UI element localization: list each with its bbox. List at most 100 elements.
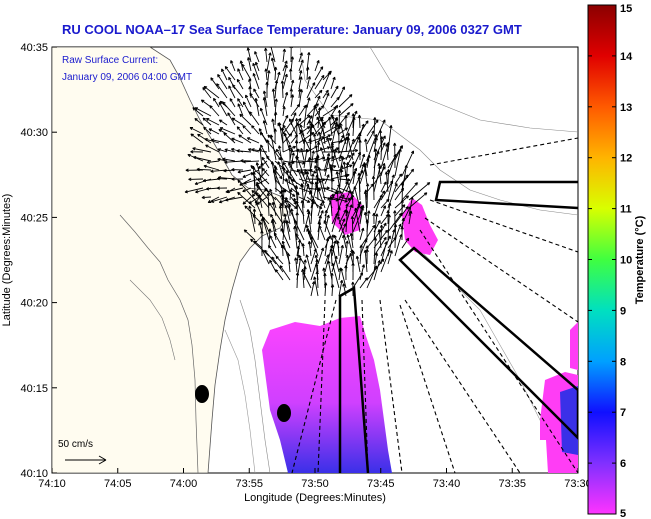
current-vector <box>314 59 320 72</box>
current-vector <box>290 94 295 108</box>
current-vector <box>324 214 330 233</box>
current-vector <box>208 128 220 135</box>
radar-range-lines <box>291 137 578 473</box>
current-vector <box>377 162 382 185</box>
current-vector <box>331 244 340 273</box>
current-vector <box>373 229 389 249</box>
current-vector <box>318 179 326 201</box>
current-vector <box>330 96 340 108</box>
current-vector <box>264 249 277 265</box>
current-vector <box>363 190 368 217</box>
current-vector <box>317 202 323 217</box>
current-vector <box>299 124 305 137</box>
current-vector <box>296 122 305 145</box>
current-vector <box>306 103 319 117</box>
current-vector <box>227 112 236 126</box>
current-vector <box>335 171 340 185</box>
current-vector <box>266 155 277 169</box>
current-vector <box>364 138 368 153</box>
current-vector <box>350 194 355 209</box>
current-vector <box>188 177 204 182</box>
x-tick-label: 74:05 <box>104 478 132 490</box>
current-vector <box>216 83 228 99</box>
current-vector <box>203 85 220 99</box>
current-vector <box>330 167 334 193</box>
current-vector <box>363 211 368 225</box>
current-vector <box>338 244 344 265</box>
current-vector <box>285 178 291 193</box>
current-vector <box>217 148 228 153</box>
current-vector <box>337 216 347 241</box>
current-vector <box>260 162 264 176</box>
current-vector <box>217 74 228 90</box>
current-vector <box>324 174 330 185</box>
current-vector <box>349 253 354 265</box>
current-vector <box>203 126 212 135</box>
current-vector <box>352 116 356 137</box>
current-vector <box>266 52 272 72</box>
current-vector <box>307 157 312 177</box>
current-vector <box>373 259 381 281</box>
colorbar-tick-label: 14 <box>620 51 633 63</box>
current-vector <box>269 235 277 249</box>
current-vector <box>282 73 288 90</box>
current-vector <box>194 107 212 117</box>
current-vector <box>190 133 204 144</box>
x-tick-label: 73:30 <box>564 478 592 490</box>
current-vector <box>251 165 256 193</box>
current-vector <box>303 183 310 201</box>
current-vector <box>322 165 337 171</box>
current-vector <box>272 169 284 193</box>
current-vector <box>300 200 305 225</box>
current-vector <box>290 103 301 117</box>
current-vector <box>342 283 347 297</box>
colorbar-tick-label: 9 <box>620 305 626 317</box>
current-vector <box>246 137 260 144</box>
current-vector <box>380 248 391 273</box>
current-vector <box>330 104 339 117</box>
current-vector <box>373 165 382 193</box>
current-vector <box>275 269 284 281</box>
current-vector <box>359 244 363 265</box>
current-vector <box>237 68 244 81</box>
current-vector <box>268 202 284 225</box>
current-vector <box>319 147 326 161</box>
current-vector <box>317 247 325 265</box>
current-vector <box>264 188 277 201</box>
current-vector <box>344 265 348 281</box>
current-vector <box>284 199 298 225</box>
current-vector <box>318 225 326 241</box>
current-vector <box>352 151 361 169</box>
current-vector <box>355 255 361 273</box>
x-tick-label: 73:45 <box>367 478 395 490</box>
colorbar-tick-label: 5 <box>620 508 626 519</box>
current-vector <box>331 207 341 225</box>
x-tick-label: 74:10 <box>38 478 66 490</box>
current-vector <box>269 47 276 63</box>
current-vector <box>237 98 244 108</box>
current-vector <box>338 194 345 209</box>
current-vector <box>359 158 370 185</box>
current-vector <box>387 174 395 201</box>
current-vector <box>345 138 355 161</box>
scale-arrow <box>65 455 107 465</box>
current-vector <box>363 249 368 273</box>
current-vector <box>298 52 303 63</box>
current-vector <box>225 196 244 202</box>
current-vector <box>244 205 256 217</box>
current-vector <box>240 159 252 163</box>
current-vector <box>288 68 293 81</box>
current-vector <box>298 59 304 72</box>
current-vector <box>314 74 325 90</box>
current-vector <box>241 63 252 81</box>
current-vector <box>245 94 252 108</box>
current-vector <box>306 76 311 90</box>
current-vector <box>357 114 362 129</box>
colorbar-tick-label: 11 <box>620 204 632 216</box>
current-vector <box>345 162 350 185</box>
current-vector <box>210 196 228 203</box>
current-vector <box>261 217 270 241</box>
current-vector <box>300 183 305 209</box>
current-vector <box>255 191 270 209</box>
current-vector <box>282 161 298 185</box>
